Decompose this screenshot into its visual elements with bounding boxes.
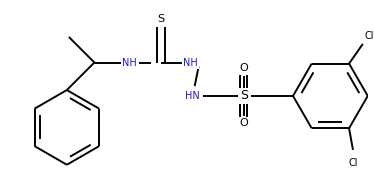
Text: O: O: [239, 63, 248, 73]
Text: S: S: [240, 89, 248, 102]
Text: NH: NH: [183, 58, 198, 68]
Text: HN: HN: [186, 91, 200, 101]
Text: NH: NH: [122, 58, 137, 68]
Text: S: S: [158, 14, 165, 24]
Text: Cl: Cl: [348, 158, 358, 168]
Text: O: O: [239, 118, 248, 128]
Text: Cl: Cl: [365, 31, 374, 41]
